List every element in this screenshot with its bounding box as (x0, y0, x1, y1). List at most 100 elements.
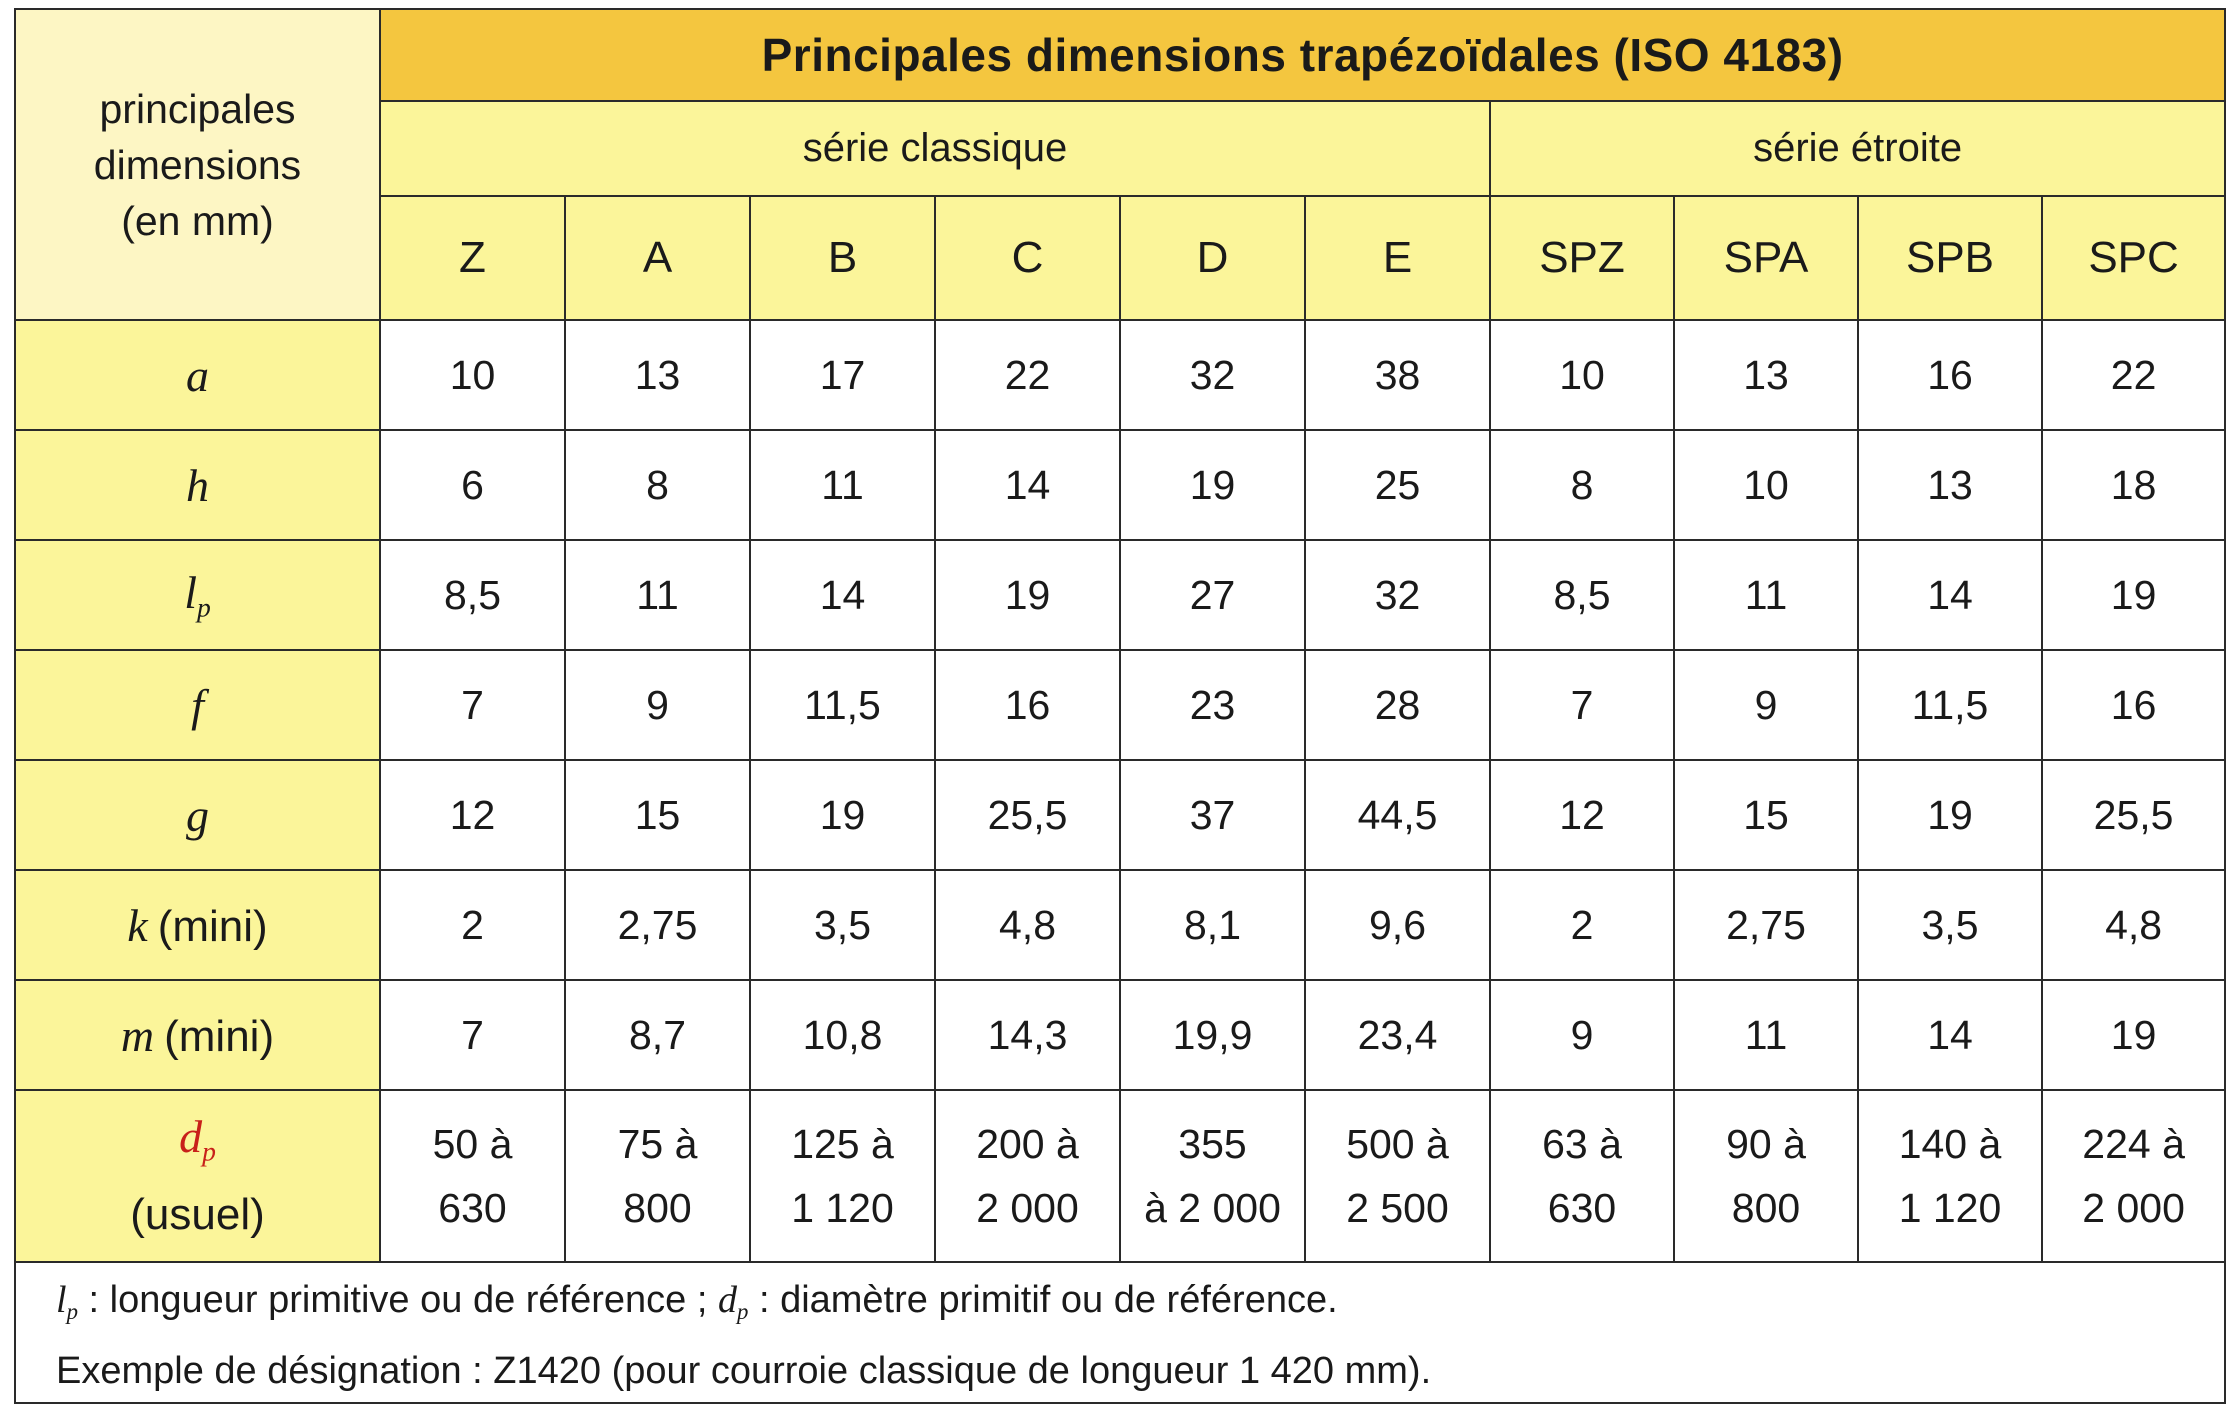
table-row: h 6 8 11 14 19 25 8 10 13 18 (14, 429, 2227, 541)
footnote-cell: lp : longueur primitive ou de référence … (13, 1261, 2227, 1404)
table-cell: 6 (379, 429, 566, 541)
dp-cell-line: 630 (1547, 1185, 1617, 1231)
column-header-a: A (564, 195, 751, 321)
dp-cell: 200 à 2 000 (934, 1089, 1121, 1263)
table-cell: 8 (564, 429, 751, 541)
table-cell: 32 (1119, 319, 1306, 431)
column-header-c: C (934, 195, 1121, 321)
table-cell: 11,5 (1857, 649, 2043, 761)
table-cell: 9,6 (1304, 869, 1491, 981)
dp-cell: 140 à 1 120 (1857, 1089, 2043, 1263)
dp-cell: 125 à 1 120 (749, 1089, 936, 1263)
series-etroite-header: série étroite (1488, 100, 2227, 197)
table-cell: 2 (379, 869, 566, 981)
column-header-spa: SPA (1673, 195, 1859, 321)
row-label: lp (14, 539, 381, 651)
row-symbol: k (127, 899, 148, 951)
dp-cell-line: 50 à (432, 1121, 513, 1167)
table-cell: 32 (1304, 539, 1491, 651)
table-cell: 3,5 (749, 869, 936, 981)
table-cell: 7 (379, 649, 566, 761)
data-rows: a 10 13 17 22 32 38 10 13 16 22 h 6 8 11 14 19 25 8 10 13 18 l… (14, 319, 2227, 1091)
dp-cell-line: 500 à (1346, 1121, 1449, 1167)
row-symbol: m (120, 1009, 155, 1061)
table-cell: 7 (1489, 649, 1675, 761)
table-cell: 14 (1857, 979, 2043, 1091)
table-cell: 9 (564, 649, 751, 761)
row-label: k (mini) (14, 869, 381, 981)
row-label: m (mini) (14, 979, 381, 1091)
table-cell: 18 (2040, 429, 2227, 541)
row-label-dp: dp (usuel) (14, 1089, 381, 1263)
table-cell: 44,5 (1304, 759, 1491, 871)
table-cell: 19 (1119, 429, 1306, 541)
dp-cell: 90 à 800 (1673, 1089, 1859, 1263)
dp-cell-line: 63 à (1542, 1121, 1622, 1167)
column-header-d: D (1119, 195, 1306, 321)
table-cell: 12 (379, 759, 566, 871)
dimensions-header-cell: principales dimensions (en mm) (14, 8, 381, 321)
dp-suffix: (usuel) (130, 1190, 265, 1240)
dimensions-table-sheet: principales dimensions (en mm) Principal… (13, 8, 2227, 1404)
table-cell: 27 (1119, 539, 1306, 651)
dp-symbol: dp (179, 1110, 216, 1167)
table-cell: 8,1 (1119, 869, 1306, 981)
table-cell: 8,7 (564, 979, 751, 1091)
dimensions-table: principales dimensions (en mm) Principal… (13, 8, 2227, 1404)
row-symbol: h (186, 459, 209, 511)
dp-cell-line: 2 000 (2082, 1185, 2185, 1231)
table-cell: 16 (1857, 319, 2043, 431)
dp-cell: 500 à 2 500 (1304, 1089, 1491, 1263)
table-cell: 10,8 (749, 979, 936, 1091)
table-cell: 11 (1673, 539, 1859, 651)
table-cell: 2,75 (564, 869, 751, 981)
series-classique-header: série classique (379, 100, 1491, 197)
table-row: g 12 15 19 25,5 37 44,5 12 15 19 25,5 (14, 759, 2227, 871)
table-cell: 38 (1304, 319, 1491, 431)
table-cell: 8 (1489, 429, 1675, 541)
row-label: g (14, 759, 381, 871)
dp-cell-line: 125 à (791, 1121, 894, 1167)
column-header-spb: SPB (1857, 195, 2043, 321)
table-cell: 16 (2040, 649, 2227, 761)
table-cell: 7 (379, 979, 566, 1091)
belt-code-row: Z A B C D E SPZ SPA SPB SPC (15, 195, 2227, 321)
table-cell: 13 (1673, 319, 1859, 431)
table-cell: 23,4 (1304, 979, 1491, 1091)
dimensions-header-line: principales (99, 85, 296, 132)
table-cell: 9 (1489, 979, 1675, 1091)
row-suffix: (mini) (157, 901, 268, 951)
dp-cell: 355 à 2 000 (1119, 1089, 1306, 1263)
footnote-line-2: Exemple de désignation : Z1420 (pour cou… (56, 1350, 1432, 1393)
row-symbol: f (191, 679, 204, 731)
table-cell: 14,3 (934, 979, 1121, 1091)
table-row: m (mini) 7 8,7 10,8 14,3 19,9 23,4 9 11 14 19 (14, 979, 2227, 1091)
table-cell: 2,75 (1673, 869, 1859, 981)
dp-cell-line: 630 (438, 1185, 507, 1231)
table-cell: 25 (1304, 429, 1491, 541)
row-label: f (14, 649, 381, 761)
dimensions-header-line: (en mm) (121, 197, 274, 244)
dp-cell-line: à 2 000 (1144, 1185, 1281, 1231)
table-cell: 14 (934, 429, 1121, 541)
table-cell: 12 (1489, 759, 1675, 871)
table-cell: 13 (564, 319, 751, 431)
table-cell: 14 (749, 539, 936, 651)
row-symbol: g (186, 789, 209, 841)
dp-cell-line: 75 à (617, 1121, 698, 1167)
table-cell: 10 (1673, 429, 1859, 541)
row-label: a (14, 319, 381, 431)
table-cell: 28 (1304, 649, 1491, 761)
dp-cell-line: 224 à (2082, 1121, 2185, 1167)
table-cell: 4,8 (934, 869, 1121, 981)
dimensions-header-label: principales dimensions (en mm) (16, 81, 379, 249)
column-header-spc: SPC (2040, 195, 2227, 321)
column-header-spz: SPZ (1489, 195, 1675, 321)
table-row: a 10 13 17 22 32 38 10 13 16 22 (14, 319, 2227, 431)
table-cell: 11 (1673, 979, 1859, 1091)
dp-cell-line: 800 (1731, 1185, 1801, 1231)
table-cell: 15 (564, 759, 751, 871)
dp-cell-line: 1 120 (1898, 1185, 2002, 1231)
table-cell: 19 (934, 539, 1121, 651)
table-row: f 7 9 11,5 16 23 28 7 9 11,5 16 (14, 649, 2227, 761)
